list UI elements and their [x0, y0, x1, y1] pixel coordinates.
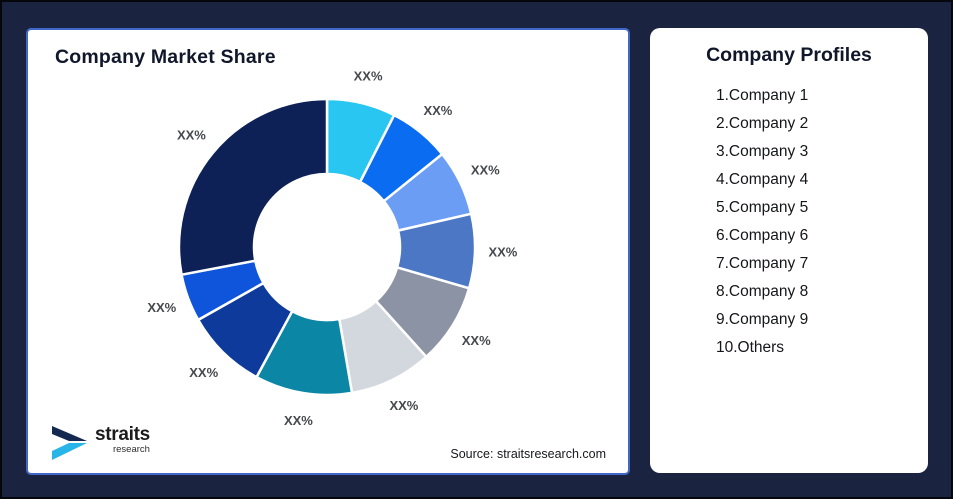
segment-label-company-9: XX%	[147, 300, 176, 315]
donut-chart: XX% XX% XX% XX% XX% XX% XX% XX% XX% XX%	[147, 68, 517, 428]
segment-label-company-2: XX%	[423, 103, 452, 118]
profile-item: 10.Others	[716, 339, 785, 356]
segment-label-company-4: XX%	[488, 245, 517, 260]
segment-label-company-1: XX%	[354, 68, 383, 83]
profile-item: 3.Company 3	[716, 143, 809, 160]
profile-item: 4.Company 4	[716, 171, 809, 188]
segment-label-others: XX%	[177, 127, 206, 142]
profile-item: 1.Company 1	[716, 87, 809, 104]
segment-label-company-8: XX%	[189, 365, 218, 380]
profile-item: 5.Company 5	[716, 199, 809, 216]
company-profiles-list: 1.Company 1 2.Company 2 3.Company 3 4.Compa…	[650, 82, 928, 362]
profiles-title: Company Profiles	[706, 44, 872, 66]
source-text: Source: straitsresearch.com	[450, 447, 606, 461]
profile-item: 7.Company 7	[716, 255, 809, 272]
market-share-card: Company Market Share XX% XX% XX% XX% XX% XX% X…	[26, 28, 630, 475]
logo-subtitle: research	[112, 444, 150, 455]
donut-segment-others	[177, 97, 329, 276]
profile-item: 2.Company 2	[716, 115, 809, 132]
chart-title: Company Market Share	[55, 46, 276, 68]
profile-item: 9.Company 9	[716, 311, 809, 328]
segment-label-company-5: XX%	[462, 333, 491, 348]
segment-label-company-7: XX%	[284, 413, 313, 428]
straits-research-logo: straits research	[50, 425, 150, 460]
logo-brand: straits	[95, 424, 150, 445]
segment-label-company-6: XX%	[389, 398, 418, 413]
straits-arrow-icon	[52, 426, 87, 460]
company-profiles-card: Company Profiles 1.Company 1 2.Company 2 3…	[650, 28, 928, 473]
profile-item: 6.Company 6	[716, 227, 809, 244]
logo-text: straits research	[95, 425, 150, 455]
profile-item: 8.Company 8	[716, 283, 809, 300]
segment-label-company-3: XX%	[471, 163, 500, 178]
